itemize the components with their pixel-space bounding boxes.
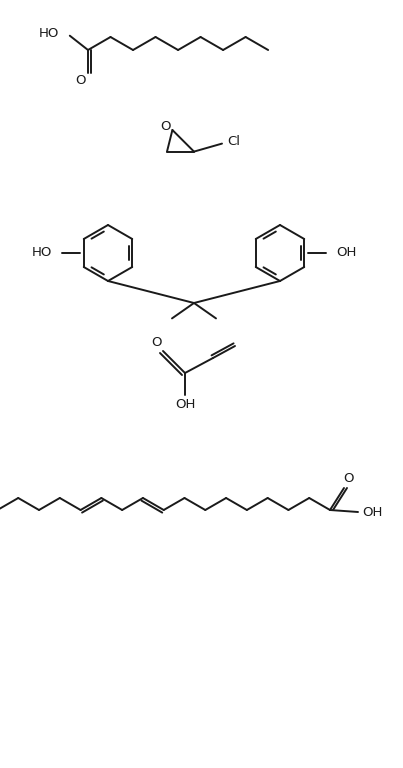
- Text: O: O: [160, 120, 170, 133]
- Text: OH: OH: [175, 398, 195, 411]
- Text: HO: HO: [31, 247, 52, 260]
- Text: O: O: [344, 472, 354, 485]
- Text: O: O: [151, 336, 161, 349]
- Text: Cl: Cl: [228, 135, 241, 148]
- Text: OH: OH: [362, 505, 382, 518]
- Text: OH: OH: [336, 247, 356, 260]
- Text: O: O: [75, 74, 85, 87]
- Text: HO: HO: [38, 27, 59, 40]
